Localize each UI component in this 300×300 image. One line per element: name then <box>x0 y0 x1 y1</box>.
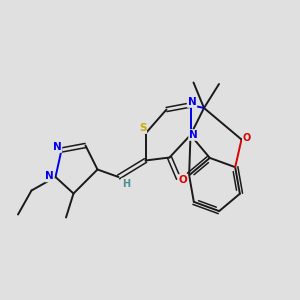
Text: S: S <box>139 123 146 133</box>
Text: N: N <box>189 130 198 140</box>
Text: N: N <box>45 171 54 182</box>
Text: O: O <box>243 133 251 143</box>
Text: O: O <box>178 175 188 185</box>
Text: N: N <box>52 142 62 152</box>
Text: H: H <box>122 178 130 189</box>
Text: N: N <box>188 97 196 107</box>
